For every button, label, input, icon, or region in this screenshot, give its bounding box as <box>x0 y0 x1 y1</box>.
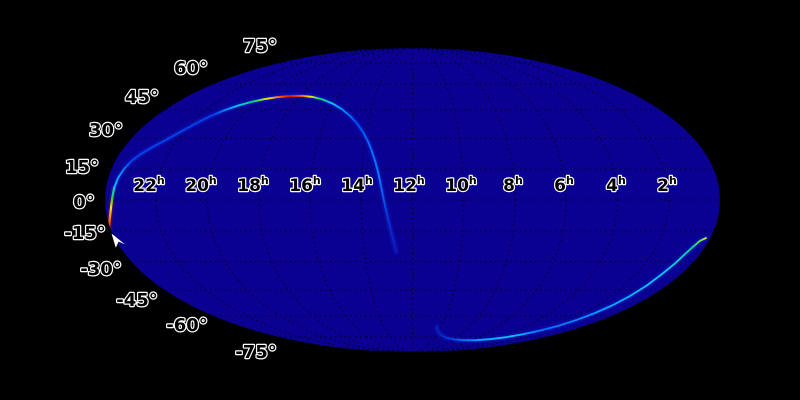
ra-tick-12h: 12h <box>393 174 425 196</box>
ra-tick-4h: 4h <box>606 174 626 196</box>
ra-tick-2h: 2h <box>657 174 677 196</box>
ra-tick-22h: 22h <box>133 174 165 196</box>
ra-tick-20h: 20h <box>185 174 217 196</box>
source-marker-arrow-icon <box>111 233 125 248</box>
dec-tick-15: 15° <box>65 157 99 178</box>
dec-tick-m30: -30° <box>80 259 122 280</box>
dec-tick-m60: -60° <box>166 315 208 336</box>
ra-tick-8h: 8h <box>503 174 523 196</box>
dec-tick-m45: -45° <box>116 290 158 311</box>
ra-tick-6h: 6h <box>554 174 574 196</box>
meridian-6h-18h <box>258 48 567 352</box>
dec-axis-labels: 75° 60° 45° 30° 15° 0° -15° -30° -45° -6… <box>63 35 278 364</box>
dec-tick-45: 45° <box>125 87 159 108</box>
dec-tick-60: 60° <box>174 58 208 79</box>
ra-tick-16h: 16h <box>289 174 321 196</box>
dec-tick-0: 0° <box>73 192 95 213</box>
dec-tick-m15: -15° <box>64 223 106 244</box>
ra-axis-labels: 22h 20h 18h 16h 14h 12h 10h 8h 6h 4h 2h <box>132 173 678 197</box>
meridian-4h-20h <box>206 48 619 352</box>
ra-tick-10h: 10h <box>445 174 477 196</box>
ring-bottom-arc <box>435 237 707 342</box>
dec-tick-m75: -75° <box>235 342 277 363</box>
ra-tick-18h: 18h <box>237 174 269 196</box>
ra-tick-14h: 14h <box>341 174 373 196</box>
meridian-2h-22h <box>155 48 670 352</box>
dec-tick-75: 75° <box>243 36 277 57</box>
sky-ellipse <box>105 48 720 352</box>
ring-main-arc <box>113 94 398 253</box>
meridian-8h-16h <box>309 48 516 352</box>
dec-tick-30: 30° <box>89 120 123 141</box>
